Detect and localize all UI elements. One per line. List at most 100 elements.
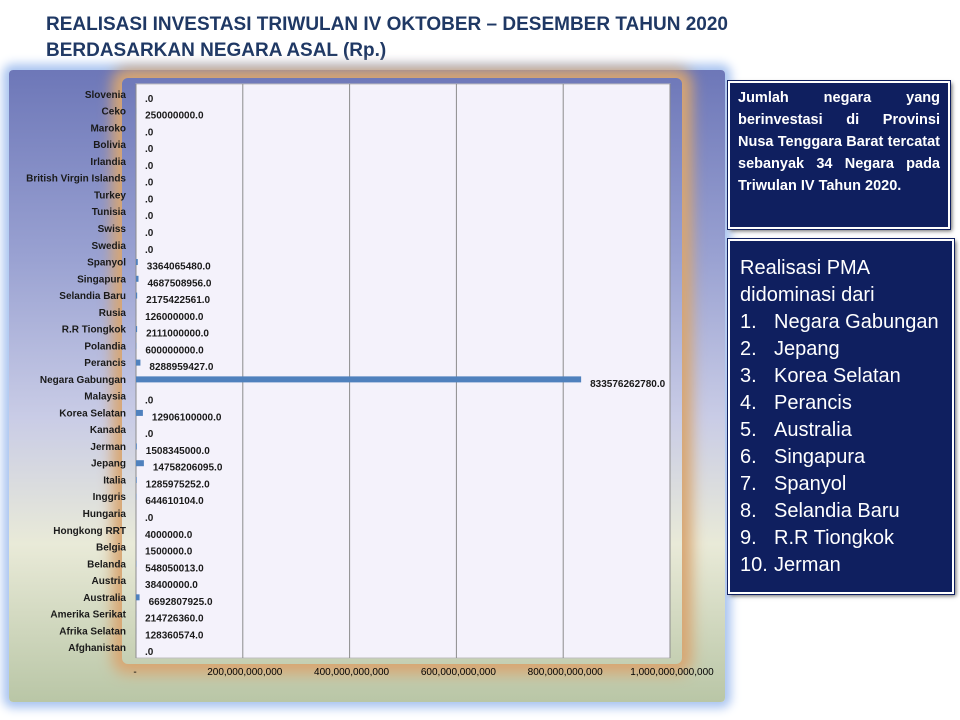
x-tick-label: 600,000,000,000 <box>421 667 497 678</box>
data-label: 3364065480.0 <box>147 262 211 273</box>
data-label: 12906100000.0 <box>152 412 222 423</box>
category-label: Jepang <box>91 459 126 470</box>
pma-item-label: Negara Gabungan <box>774 311 939 333</box>
category-label: Jerman <box>90 442 126 453</box>
category-label: Turkey <box>94 190 126 201</box>
pma-item-label: Korea Selatan <box>774 365 901 387</box>
pma-item-number: 6. <box>740 446 757 468</box>
category-label: Swedia <box>92 241 127 252</box>
data-label: 2111000000.0 <box>146 329 209 340</box>
category-label: Slovenia <box>85 90 127 101</box>
data-label: .0 <box>145 429 154 440</box>
category-label: Italia <box>103 475 126 486</box>
category-label: Belanda <box>87 559 126 570</box>
pma-heading: Realisasi PMA didominasi dari <box>740 257 875 306</box>
category-label: Korea Selatan <box>59 408 126 419</box>
data-label: 4000000.0 <box>145 530 193 541</box>
category-label: Maroko <box>90 123 126 134</box>
category-label: Afrika Selatan <box>59 626 126 637</box>
pma-item-number: 2. <box>740 338 757 360</box>
pma-item-number: 7. <box>740 473 757 495</box>
x-tick-label: 800,000,000,000 <box>528 667 604 678</box>
data-label: 1500000.0 <box>145 547 193 558</box>
category-label: Australia <box>83 593 126 604</box>
category-label: British Virgin Islands <box>26 174 126 185</box>
bar <box>136 409 143 416</box>
pma-item-label: Spanyol <box>774 473 847 495</box>
bar <box>136 292 138 299</box>
pma-list-item: 1. Negara Gabungan <box>740 309 942 336</box>
data-label: .0 <box>145 178 154 189</box>
category-label: Spanyol <box>87 258 126 269</box>
category-label: Hungaria <box>83 509 127 520</box>
pma-ranking-list: 1. Negara Gabungan 2. Jepang 3. Korea Selatan… <box>740 309 942 579</box>
pma-list-item: 5. Australia <box>740 417 942 444</box>
category-label: Perancis <box>84 358 126 369</box>
pma-item-label: Australia <box>774 419 852 441</box>
data-label: 600000000.0 <box>145 345 204 356</box>
category-label: Malaysia <box>84 392 126 403</box>
pma-list-item: 6. Singapura <box>740 444 942 471</box>
data-label: 214726360.0 <box>145 614 204 625</box>
data-label: .0 <box>145 144 154 155</box>
data-label: .0 <box>145 127 154 138</box>
data-label: 6692807925.0 <box>149 597 213 608</box>
data-label: .0 <box>145 647 154 658</box>
data-label: 126000000.0 <box>145 312 204 323</box>
bar <box>136 460 144 467</box>
pma-item-number: 5. <box>740 419 757 441</box>
category-label: Swiss <box>98 224 127 235</box>
data-label: .0 <box>145 94 154 105</box>
bar <box>136 594 140 601</box>
x-tick-label: 1,000,000,000,000 <box>630 667 714 678</box>
pma-item-label: Perancis <box>774 392 852 414</box>
plot-area <box>135 83 671 659</box>
bar <box>136 443 137 450</box>
pma-list-item: 4. Perancis <box>740 390 942 417</box>
data-label: 250000000.0 <box>145 111 204 122</box>
pma-item-number: 8. <box>740 500 757 522</box>
bar <box>136 476 137 483</box>
category-label: Rusia <box>99 308 127 319</box>
data-label: .0 <box>145 513 154 524</box>
pma-item-label: Singapura <box>774 446 866 468</box>
x-tick-label: 200,000,000,000 <box>207 667 283 678</box>
data-label: 1508345000.0 <box>146 446 210 457</box>
category-label: Selandia Baru <box>59 291 126 302</box>
category-label: R.R Tiongkok <box>62 325 127 336</box>
bar <box>136 259 138 266</box>
data-label: 8288959427.0 <box>149 362 213 373</box>
pma-item-label: Selandia Baru <box>774 500 900 522</box>
category-label: Ceko <box>102 107 126 118</box>
category-label: Hongkong RRT <box>53 526 126 537</box>
pma-item-label: R.R Tiongkok <box>774 527 895 549</box>
data-label: .0 <box>145 161 154 172</box>
pma-item-number: 3. <box>740 365 757 387</box>
page-title: REALISASI INVESTASI TRIWULAN IV OKTOBER … <box>46 12 746 64</box>
data-label: 833576262780.0 <box>590 379 666 390</box>
category-label: Inggris <box>93 492 127 503</box>
pma-summary-box: Realisasi PMA didominasi dari 1. Negara G… <box>727 238 955 595</box>
category-label: Polandia <box>84 341 126 352</box>
data-label: 14758206095.0 <box>153 463 223 474</box>
pma-item-number: 1. <box>740 311 757 333</box>
pma-item-label: Jepang <box>774 338 840 360</box>
data-label: 4687508956.0 <box>148 278 212 289</box>
category-label: Amerika Serikat <box>50 610 126 621</box>
data-label: .0 <box>145 194 154 205</box>
data-label: 128360574.0 <box>145 630 204 641</box>
data-label: .0 <box>145 228 154 239</box>
info-box: Jumlah negara yang berinvestasi di Provi… <box>727 80 951 230</box>
category-label: Singapura <box>77 274 126 285</box>
pma-list-item: 8. Selandia Baru <box>740 498 942 525</box>
data-label: .0 <box>145 245 154 256</box>
data-label: 2175422561.0 <box>146 295 210 306</box>
category-label: Afghanistan <box>68 643 126 654</box>
x-tick-label: 400,000,000,000 <box>314 667 390 678</box>
bar <box>136 359 141 366</box>
bar <box>136 275 139 282</box>
pma-list-item: 10. Jerman <box>740 552 942 579</box>
pma-item-number: 10. <box>740 554 768 576</box>
data-label: 1285975252.0 <box>146 479 210 490</box>
